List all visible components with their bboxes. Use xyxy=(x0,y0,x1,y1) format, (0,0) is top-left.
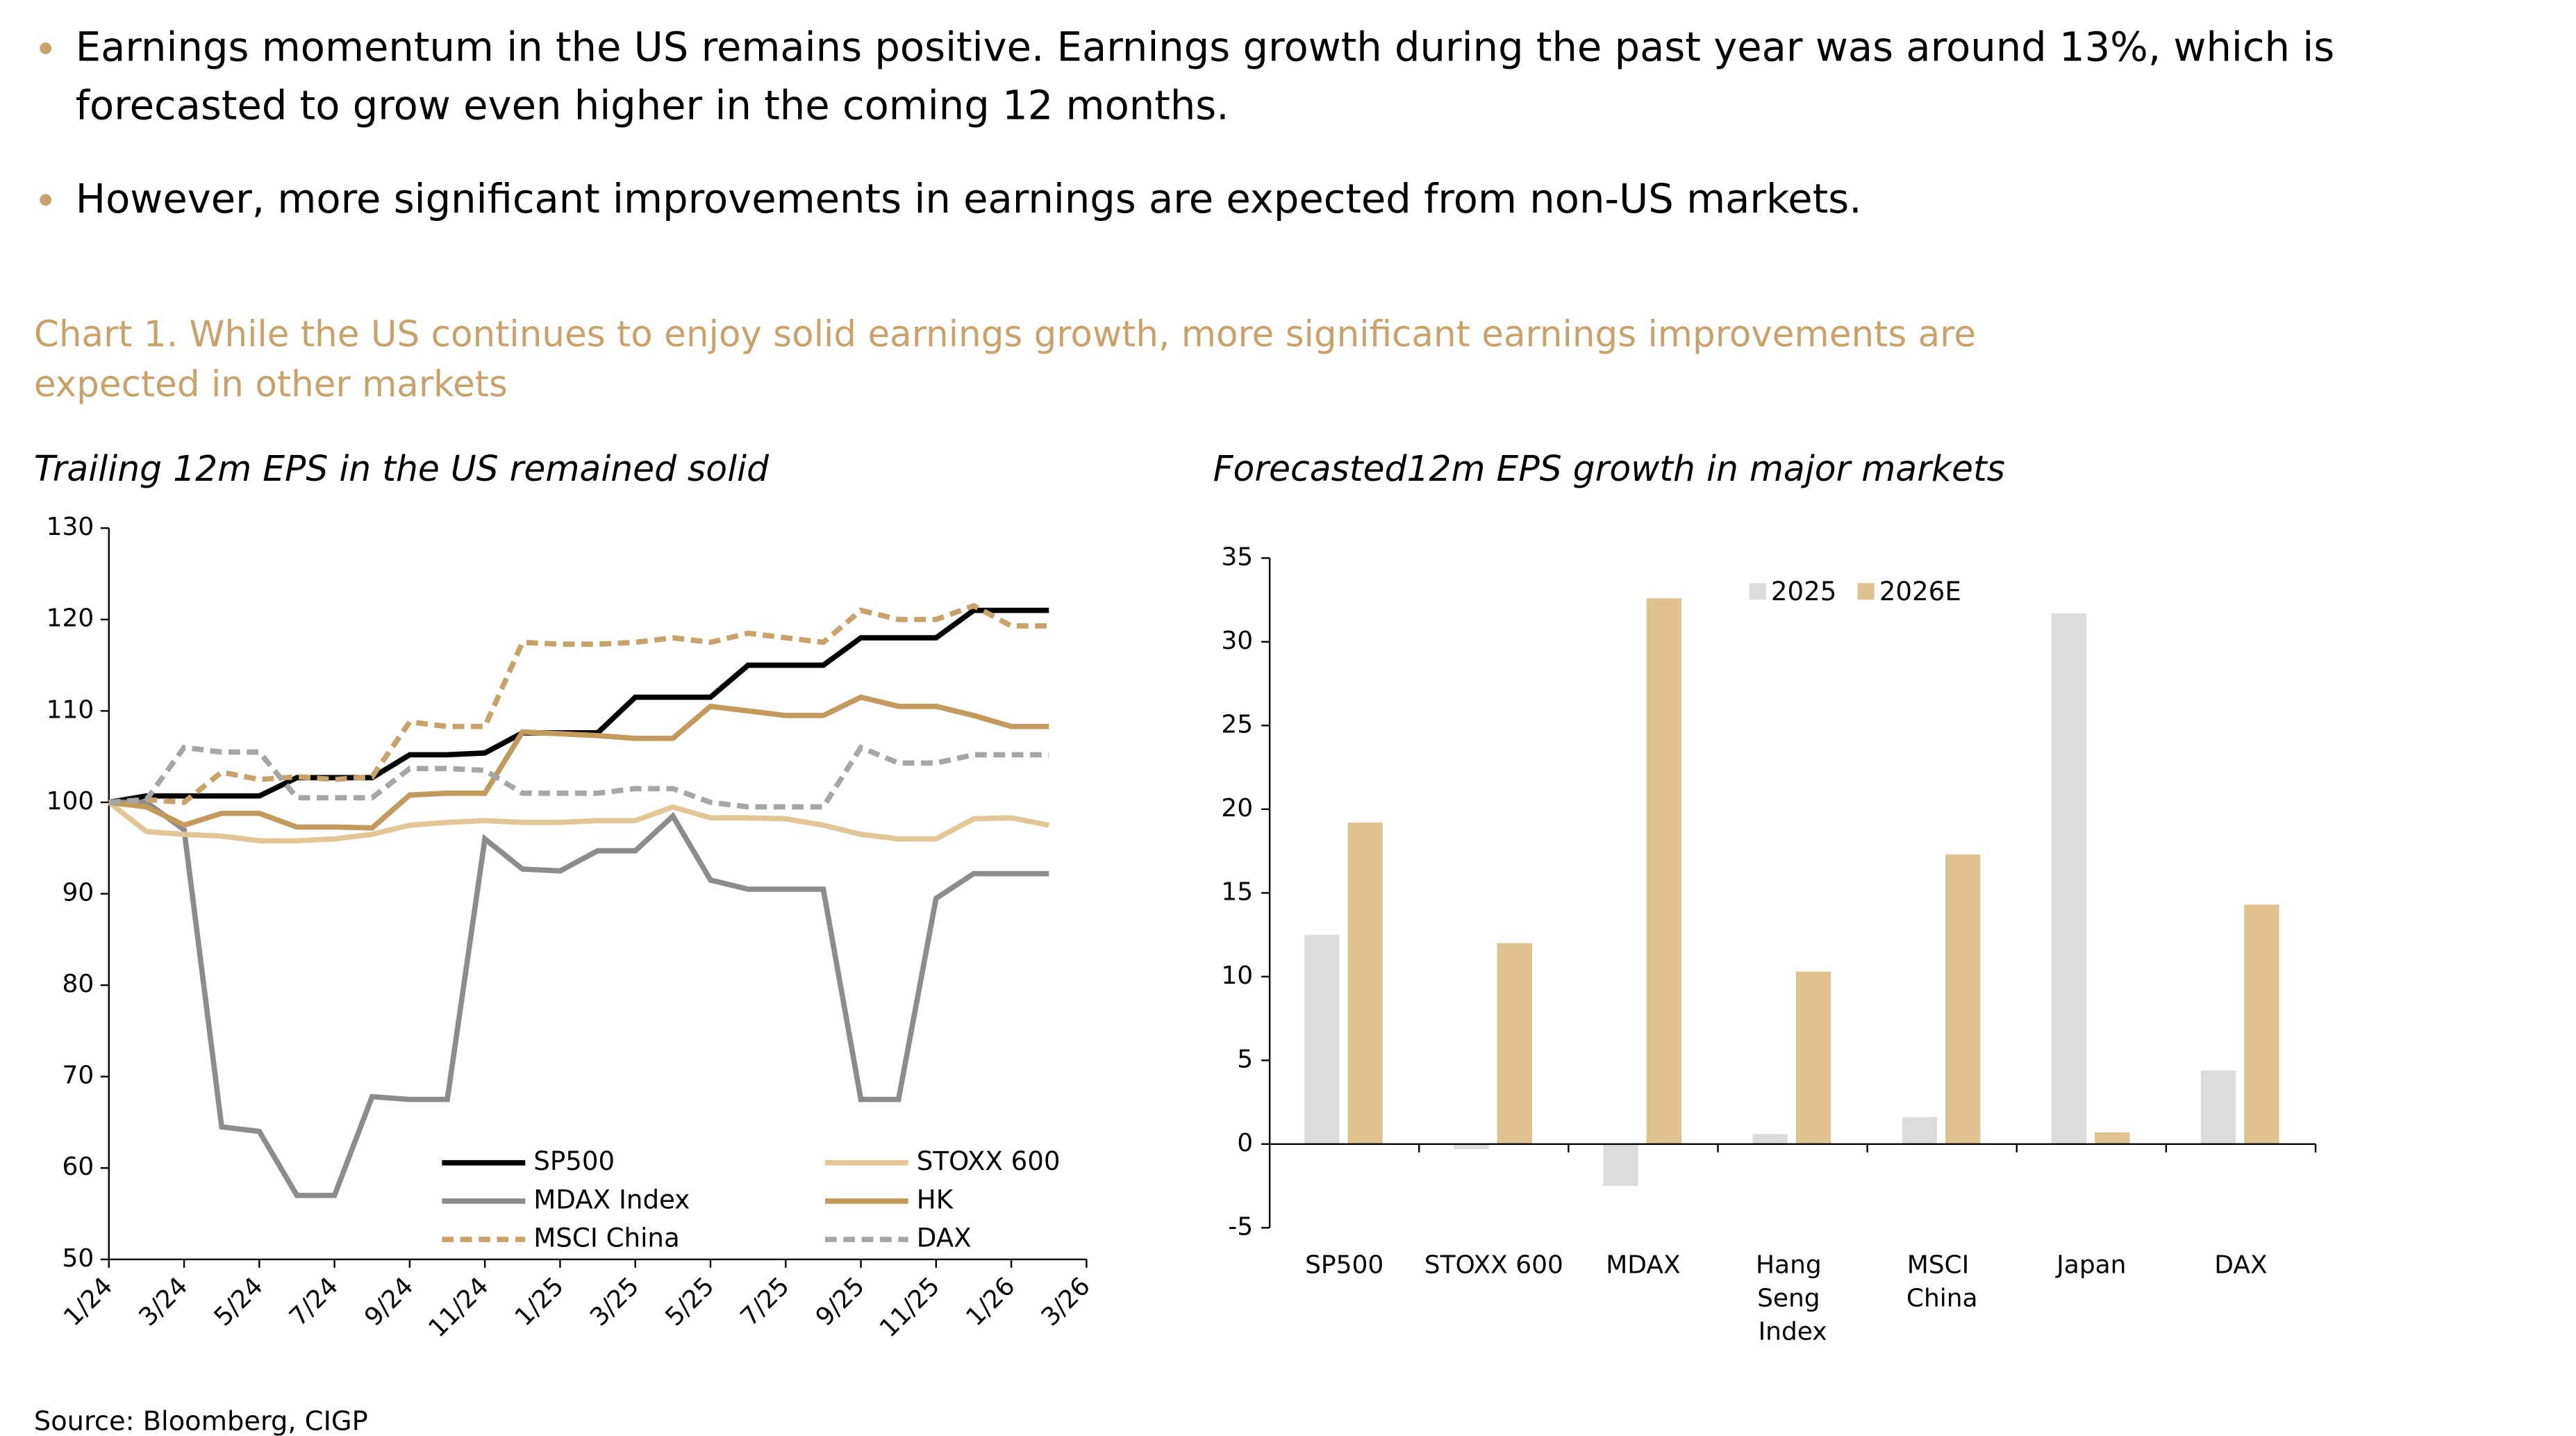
chart-heading: Chart 1. While the US continues to enjoy… xyxy=(34,313,1976,355)
x-tick-label: MDAX xyxy=(1606,1251,1680,1279)
y-tick-label: 0 xyxy=(1237,1129,1253,1157)
legend-swatch xyxy=(1749,583,1766,600)
x-tick-label: 1/26 xyxy=(961,1272,1020,1332)
bar xyxy=(1646,598,1682,1144)
y-tick-label: 35 xyxy=(1221,543,1253,571)
legend-label: MSCI China xyxy=(533,1223,680,1253)
bullet-line: forecasted to grow even higher in the co… xyxy=(76,82,1229,129)
legend-label: HK xyxy=(917,1185,954,1214)
y-tick-label: 60 xyxy=(62,1153,94,1181)
y-tick-label: 10 xyxy=(1221,962,1253,990)
x-tick-label: 1/25 xyxy=(510,1272,570,1332)
x-tick-label: 5/24 xyxy=(209,1272,269,1332)
x-tick-label: 5/25 xyxy=(660,1272,720,1332)
y-tick-label: 130 xyxy=(47,513,94,541)
y-tick-label: 15 xyxy=(1221,877,1253,906)
bar xyxy=(1603,1144,1638,1187)
x-tick-label: SP500 xyxy=(1305,1251,1383,1279)
chart-title: Trailing 12m EPS in the US remained soli… xyxy=(34,448,770,489)
y-tick-label: 120 xyxy=(47,604,94,633)
y-tick-label: 90 xyxy=(62,878,94,907)
bar xyxy=(2051,613,2087,1144)
series-line xyxy=(108,694,1049,831)
bar xyxy=(1902,1117,1938,1144)
bar xyxy=(2200,1070,2236,1144)
y-tick-label: 20 xyxy=(1221,794,1253,823)
x-tick-label: MSCI China xyxy=(1906,1251,1978,1312)
y-tick-label: 50 xyxy=(62,1244,94,1273)
bullet-line: Earnings momentum in the US remains posi… xyxy=(76,24,2334,71)
series-line xyxy=(108,800,1049,1198)
legend-label: 2025 xyxy=(1771,577,1837,606)
y-tick-label: 25 xyxy=(1221,710,1253,738)
legend-swatch xyxy=(1857,583,1875,600)
x-tick-label: 7/25 xyxy=(736,1272,795,1332)
y-tick-label: 100 xyxy=(47,787,94,816)
x-tick-label: 3/25 xyxy=(585,1272,645,1332)
x-tick-label: Japan xyxy=(2055,1251,2126,1279)
x-tick-label: 11/25 xyxy=(874,1272,945,1343)
bar xyxy=(2095,1132,2130,1144)
x-tick-label: DAX xyxy=(2214,1251,2267,1279)
bar xyxy=(1945,854,1981,1144)
bar xyxy=(1795,971,1831,1144)
series-line xyxy=(107,800,1049,843)
y-tick-label: 5 xyxy=(1237,1045,1253,1073)
y-tick-label: 110 xyxy=(47,695,94,724)
x-tick-label: 9/25 xyxy=(811,1272,870,1332)
x-tick-label: STOXX 600 xyxy=(1424,1251,1563,1279)
bar xyxy=(1347,823,1383,1144)
x-tick-label: 11/24 xyxy=(423,1272,494,1343)
legend-label: DAX xyxy=(917,1223,972,1253)
y-tick-label: 80 xyxy=(62,970,94,998)
x-tick-label: Hang Seng Index xyxy=(1756,1251,1829,1346)
bar xyxy=(1454,1144,1489,1149)
chart-heading: expected in other markets xyxy=(34,363,508,405)
bar xyxy=(1497,943,1532,1144)
bullet-dot xyxy=(40,42,52,54)
x-tick-label: 1/24 xyxy=(58,1272,118,1332)
x-tick-label: 3/24 xyxy=(133,1272,193,1332)
chart-title: Forecasted12m EPS growth in major market… xyxy=(1213,448,2005,489)
y-tick-label: -5 xyxy=(1228,1212,1253,1241)
bullet-line: However, more significant improvements i… xyxy=(76,176,1862,222)
x-tick-label: 3/26 xyxy=(1036,1272,1096,1332)
y-tick-label: 70 xyxy=(62,1062,94,1090)
bar xyxy=(1752,1134,1788,1144)
y-tick-label: 30 xyxy=(1221,627,1253,655)
series-line xyxy=(108,744,1049,810)
bar xyxy=(1304,934,1340,1144)
legend-label: STOXX 600 xyxy=(917,1146,1061,1176)
bar xyxy=(2244,905,2279,1144)
bullet-dot xyxy=(40,194,52,206)
x-tick-label: 7/24 xyxy=(284,1272,344,1332)
legend-label: SP500 xyxy=(533,1146,615,1176)
source: Source: Bloomberg, CIGP xyxy=(34,1405,368,1436)
legend-label: MDAX Index xyxy=(533,1185,690,1214)
series-line xyxy=(108,602,1049,805)
legend-label: 2026E xyxy=(1879,577,1961,606)
x-tick-label: 9/24 xyxy=(359,1272,419,1332)
